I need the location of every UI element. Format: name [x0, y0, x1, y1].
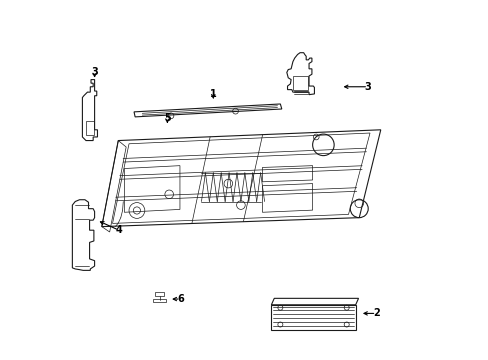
- Text: 5: 5: [163, 113, 170, 123]
- Text: 4: 4: [115, 225, 122, 235]
- Text: 2: 2: [372, 309, 379, 318]
- Text: 1: 1: [209, 89, 216, 99]
- Text: 6: 6: [177, 294, 183, 304]
- Text: 3: 3: [91, 67, 98, 77]
- Text: 3: 3: [364, 82, 371, 92]
